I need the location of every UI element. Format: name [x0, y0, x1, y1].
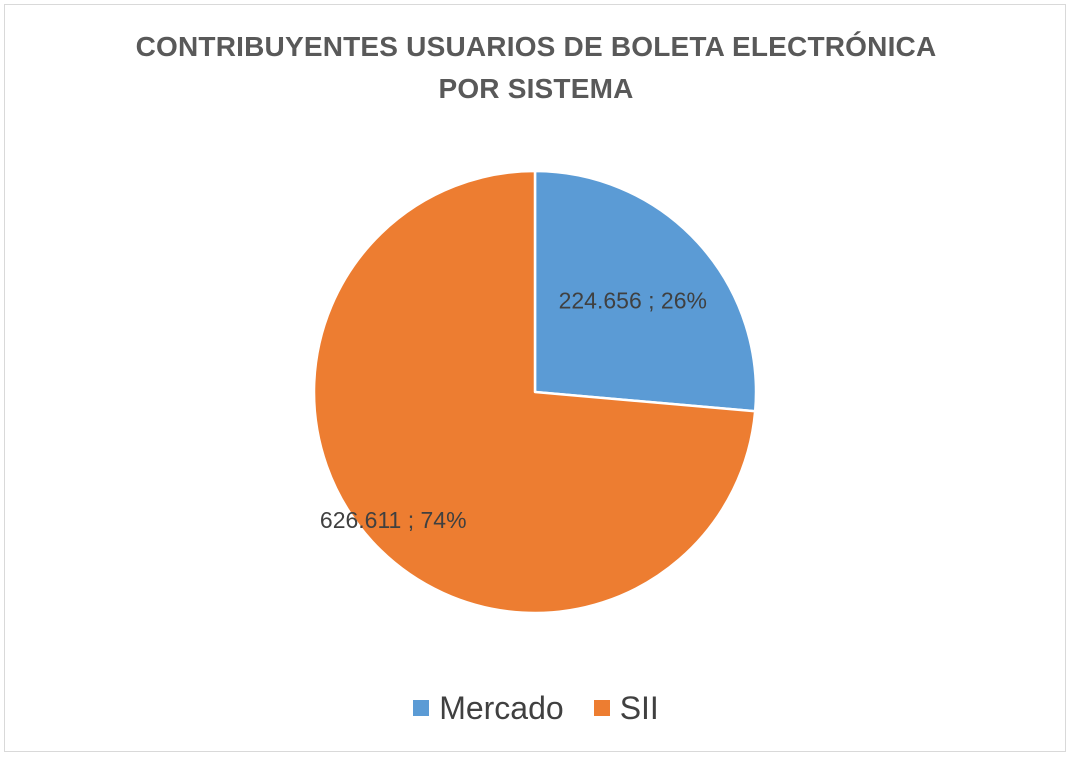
- pie-slice-mercado[interactable]: [533, 169, 758, 413]
- data-label-sii: 626.611 ; 74%: [320, 507, 467, 533]
- pie-slice-sii[interactable]: [312, 169, 757, 615]
- legend-item-sii[interactable]: SII: [593, 689, 659, 727]
- legend: Mercado SII: [0, 684, 1072, 732]
- legend-item-mercado[interactable]: Mercado: [413, 690, 564, 727]
- legend-label-mercado: Mercado: [439, 689, 564, 726]
- chart-title: CONTRIBUYENTES USUARIOS DE BOLETA ELECTR…: [135, 31, 937, 104]
- legend-swatch-sii: [593, 700, 610, 716]
- legend-label-sii: SII: [619, 689, 659, 726]
- data-label-mercado: 224.656 ; 26%: [559, 288, 707, 314]
- legend-swatch-mercado: [413, 700, 430, 716]
